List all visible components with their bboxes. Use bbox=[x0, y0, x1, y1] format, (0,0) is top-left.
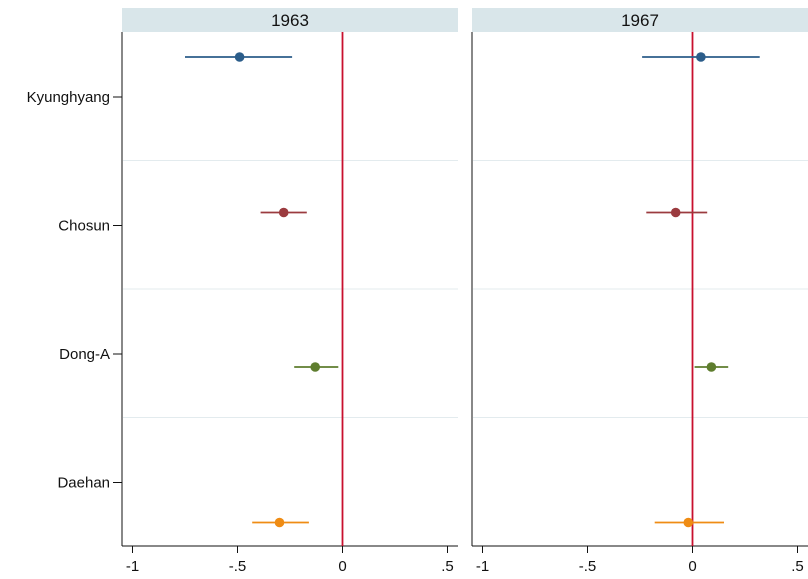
x-tick-label: -1 bbox=[126, 558, 139, 575]
estimate-point-chosun bbox=[278, 207, 289, 218]
estimate-point-kyunghyang bbox=[234, 52, 245, 62]
x-tick-label: .5 bbox=[791, 558, 804, 575]
x-tick-label: .5 bbox=[441, 558, 454, 575]
x-tick-label: -1 bbox=[476, 558, 489, 575]
panel-strip bbox=[122, 8, 458, 32]
y-category-label: Dong-A bbox=[59, 346, 110, 363]
panel-title: 1967 bbox=[621, 11, 659, 30]
estimate-point-daehan bbox=[683, 517, 694, 528]
estimate-point-daehan bbox=[274, 517, 285, 528]
y-category-label: Daehan bbox=[57, 475, 110, 492]
estimate-point-dong-a bbox=[706, 362, 717, 372]
x-tick-label: -.5 bbox=[579, 558, 597, 575]
panel-strip bbox=[472, 8, 808, 32]
panel-title: 1963 bbox=[271, 11, 309, 30]
estimate-point-dong-a bbox=[310, 362, 321, 372]
estimate-point-chosun bbox=[670, 207, 681, 218]
x-tick-label: 0 bbox=[688, 558, 696, 575]
x-tick-label: 0 bbox=[338, 558, 346, 575]
y-category-label: Kyunghyang bbox=[27, 89, 110, 106]
x-tick-label: -.5 bbox=[229, 558, 247, 575]
y-category-label: Chosun bbox=[58, 218, 110, 235]
estimate-point-kyunghyang bbox=[696, 52, 706, 62]
